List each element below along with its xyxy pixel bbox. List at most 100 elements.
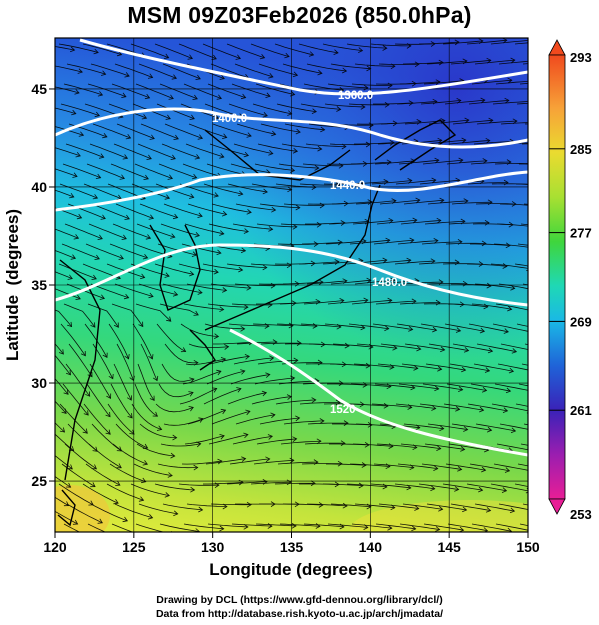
streamline [281,143,322,150]
streamline-arrowhead [220,408,227,415]
streamline [113,363,132,401]
streamline [450,503,491,511]
streamline-arrowhead [338,380,344,387]
streamline-arrowhead [213,268,219,275]
streamline-arrowhead [69,46,76,53]
x-axis-label: Longitude (degrees) [209,560,372,579]
streamline-arrowhead [431,405,437,411]
streamline [380,343,421,350]
streamline-arrowhead [259,53,266,60]
streamline-arrowhead [194,232,200,238]
streamline-arrowhead [435,79,441,85]
streamline [212,123,252,137]
streamline-arrowhead [486,57,492,64]
streamline [452,343,493,352]
streamline-arrowhead [222,133,228,139]
streamline [140,343,158,381]
streamline [182,163,222,177]
streamline [476,120,517,125]
streamline-arrowhead [510,427,517,434]
streamline-arrowhead [361,462,367,468]
streamline [138,283,178,296]
streamline [468,323,509,333]
streamline [257,143,298,152]
streamline-arrowhead [188,406,194,412]
streamline-arrowhead [454,486,460,492]
streamline [114,283,154,297]
streamline [258,63,298,76]
streamline [250,481,292,485]
streamline-arrowhead [390,277,396,284]
streamline-arrowhead [124,214,130,220]
streamline-arrowhead [510,285,516,291]
streamline [138,503,178,515]
streamline [500,122,528,125]
streamline [135,83,174,99]
contour-label-1400: 1400.0 [212,113,247,125]
streamline [256,438,297,445]
streamline [447,303,488,308]
streamline [251,396,292,405]
streamline [204,323,245,330]
streamline [203,481,244,485]
streamline-arrowhead [337,460,343,467]
streamline-arrowhead [246,208,252,215]
streamline [300,103,341,110]
streamline [213,341,253,345]
streamline-arrowhead [212,387,218,393]
streamline [55,168,78,177]
streamline-arrowhead [440,346,446,353]
streamline [443,403,484,411]
streamline [474,283,515,289]
streamline [115,423,148,449]
streamline [227,183,268,193]
streamline [420,323,461,332]
streamline [132,323,153,360]
streamline [58,263,97,280]
streamline-arrowhead [365,141,371,148]
streamline [86,163,125,179]
streamline-arrowhead [416,119,422,125]
streamline [423,523,464,531]
streamline-arrowhead [270,412,276,419]
streamline [55,250,76,259]
streamline-arrowhead [163,53,170,59]
streamline [255,523,297,527]
streamline-arrowhead [318,279,324,286]
streamline [303,300,344,305]
coastline-kyushu [189,329,216,371]
streamline [210,63,249,79]
streamline-arrowhead [388,443,394,449]
streamline-arrowhead [70,254,76,260]
streamline [350,383,391,387]
streamline-arrowhead [105,411,111,418]
streamline [87,523,106,532]
streamline [116,343,134,381]
streamline-arrowhead [481,240,487,247]
streamline-arrowhead [243,228,249,234]
streamline-arrowhead [437,137,443,144]
streamline-arrowhead [511,348,518,354]
streamline [471,303,512,310]
streamline-arrowhead [149,395,155,402]
streamline-arrowhead [289,91,296,97]
coastline-hokkaido [374,119,457,171]
streamline [112,223,151,239]
streamline [55,343,64,355]
streamline-arrowhead [408,326,414,332]
streamline-arrowhead [102,352,108,359]
streamline-arrowhead [335,182,341,188]
streamline [452,119,493,125]
streamline [161,363,195,382]
streamline-arrowhead [461,366,467,373]
streamline [422,383,463,391]
streamline-arrowhead [145,234,152,240]
streamline [233,357,274,365]
streamline-arrowhead [82,428,88,434]
streamline [474,59,515,65]
streamline-arrowhead [168,94,174,100]
streamline-arrowhead [97,518,103,524]
streamline-arrowhead [221,210,228,217]
streamline [451,283,491,287]
streamline-arrowhead [320,126,326,133]
